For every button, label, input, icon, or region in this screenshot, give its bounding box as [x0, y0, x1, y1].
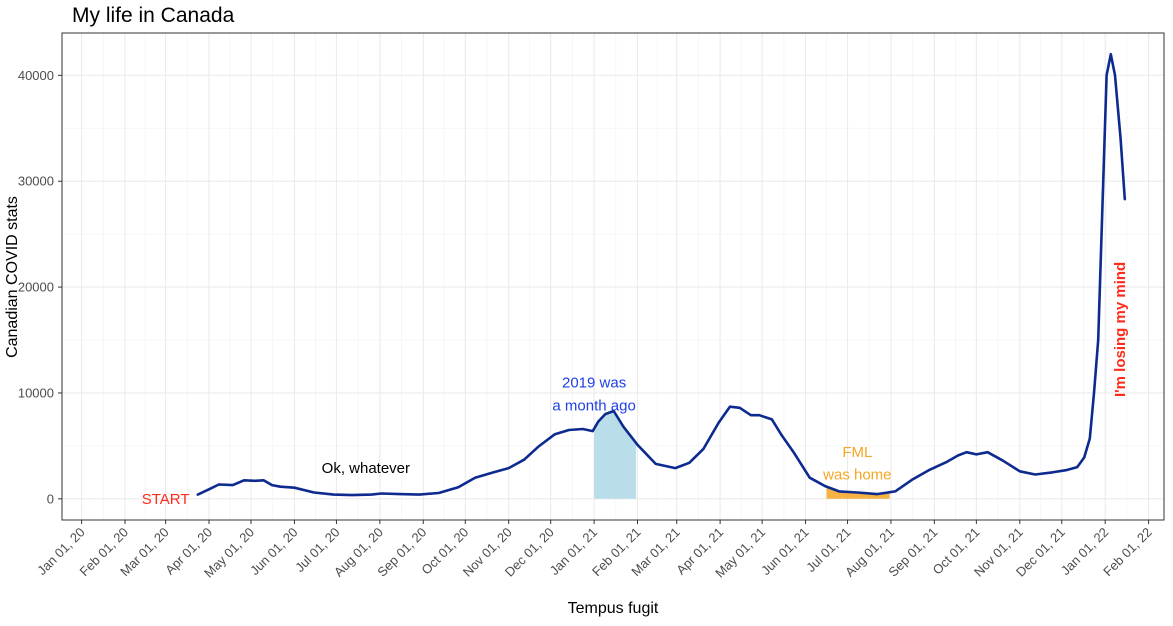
major-gridlines: [62, 33, 1164, 520]
y-tick-label: 30000: [18, 174, 54, 189]
y-axis-title: Canadian COVID stats: [4, 196, 21, 358]
x-tick-label: Jun 01, 21: [758, 525, 812, 579]
annotation-label: Ok, whatever: [322, 460, 410, 477]
x-tick-label: Jun 01, 20: [247, 525, 301, 579]
y-tick-label: 10000: [18, 385, 54, 400]
minor-gridlines: [62, 33, 1164, 520]
annotation-label: was home: [822, 466, 891, 483]
chart-title: My life in Canada: [72, 4, 235, 27]
annotation-label: START: [142, 491, 190, 508]
shaded-region: [594, 411, 637, 499]
x-axis-title: Tempus fugit: [568, 600, 659, 617]
annotation-label: a month ago: [552, 398, 635, 415]
annotations-layer: START Ok, whatever 2019 was a month ago FML w…: [142, 262, 1129, 508]
annotation-label: I'm losing my mind: [1112, 262, 1129, 397]
y-tick-label: 20000: [18, 280, 54, 295]
y-tick-label: 40000: [18, 68, 54, 83]
annotation-label: FML: [842, 444, 872, 461]
panel-border: [61, 32, 1165, 521]
series-layer: [196, 52, 1127, 497]
annotation-label: 2019 was: [562, 374, 626, 391]
y-axis: 0 10000 20000 30000 40000: [18, 68, 62, 506]
y-tick-label: 0: [47, 491, 54, 506]
